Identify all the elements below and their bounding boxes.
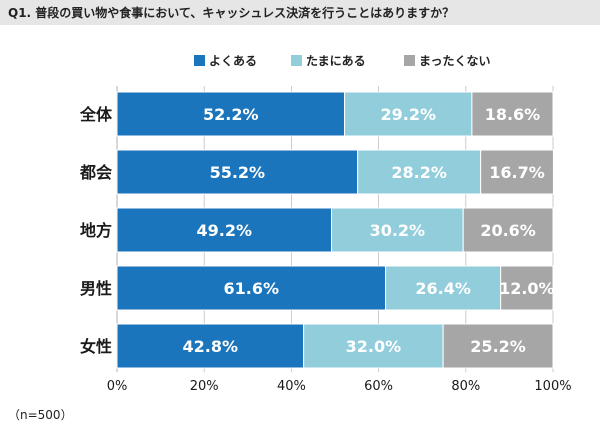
legend-item-never: まったくない bbox=[404, 52, 491, 69]
bar-segment bbox=[500, 265, 554, 311]
category-label: 都会 bbox=[79, 163, 112, 182]
bar-segment bbox=[471, 91, 554, 137]
data-label: 29.2% bbox=[380, 105, 436, 124]
bar-segment bbox=[116, 323, 305, 369]
sample-size-note: （n=500） bbox=[8, 408, 73, 422]
data-label: 16.7% bbox=[489, 163, 545, 182]
legend-label-often: よくある bbox=[209, 54, 258, 68]
legend: よくある たまにある まったくない bbox=[0, 52, 600, 70]
legend-swatch-often bbox=[194, 55, 205, 66]
bar-segment bbox=[116, 207, 333, 253]
legend-item-often: よくある bbox=[194, 52, 257, 69]
x-tick-label: 80% bbox=[451, 379, 480, 394]
bar-segment bbox=[116, 265, 387, 311]
x-tick-label: 40% bbox=[277, 379, 306, 394]
category-label: 地方 bbox=[80, 221, 112, 240]
x-tick-label: 60% bbox=[364, 379, 393, 394]
data-label: 25.2% bbox=[470, 337, 526, 356]
x-tick-label: 100% bbox=[534, 379, 571, 394]
data-label: 49.2% bbox=[196, 221, 252, 240]
data-label: 30.2% bbox=[370, 221, 426, 240]
bar-segment bbox=[303, 323, 444, 369]
category-label: 女性 bbox=[80, 337, 112, 356]
data-label: 52.2% bbox=[203, 105, 259, 124]
data-label: 32.0% bbox=[346, 337, 402, 356]
data-label: 20.6% bbox=[480, 221, 536, 240]
bar-segment bbox=[480, 149, 554, 195]
data-label: 18.6% bbox=[485, 105, 541, 124]
data-label: 61.6% bbox=[224, 279, 280, 298]
title-bar bbox=[0, 0, 600, 25]
bar-segment bbox=[385, 265, 502, 311]
bar-segment bbox=[442, 323, 554, 369]
data-label: 42.8% bbox=[183, 337, 239, 356]
x-tick-label: 0% bbox=[107, 379, 128, 394]
data-label: 12.0% bbox=[499, 279, 555, 298]
category-label: 全体 bbox=[79, 105, 113, 124]
bar-segment bbox=[116, 149, 359, 195]
legend-label-sometimes: たまにある bbox=[306, 54, 366, 68]
category-label: 男性 bbox=[80, 279, 112, 298]
x-tick-label: 20% bbox=[190, 379, 219, 394]
chart-title: Q1. 普段の買い物や食事において、キャッシュレス決済を行うことはありますか？ bbox=[8, 6, 455, 20]
bar-segment bbox=[462, 207, 554, 253]
data-label: 26.4% bbox=[415, 279, 471, 298]
legend-item-sometimes: たまにある bbox=[291, 52, 366, 69]
legend-label-never: まったくない bbox=[419, 54, 491, 68]
data-label: 55.2% bbox=[210, 163, 266, 182]
legend-swatch-sometimes bbox=[291, 55, 302, 66]
legend-swatch-never bbox=[404, 55, 415, 66]
data-label: 28.2% bbox=[391, 163, 447, 182]
bar-segment bbox=[357, 149, 482, 195]
